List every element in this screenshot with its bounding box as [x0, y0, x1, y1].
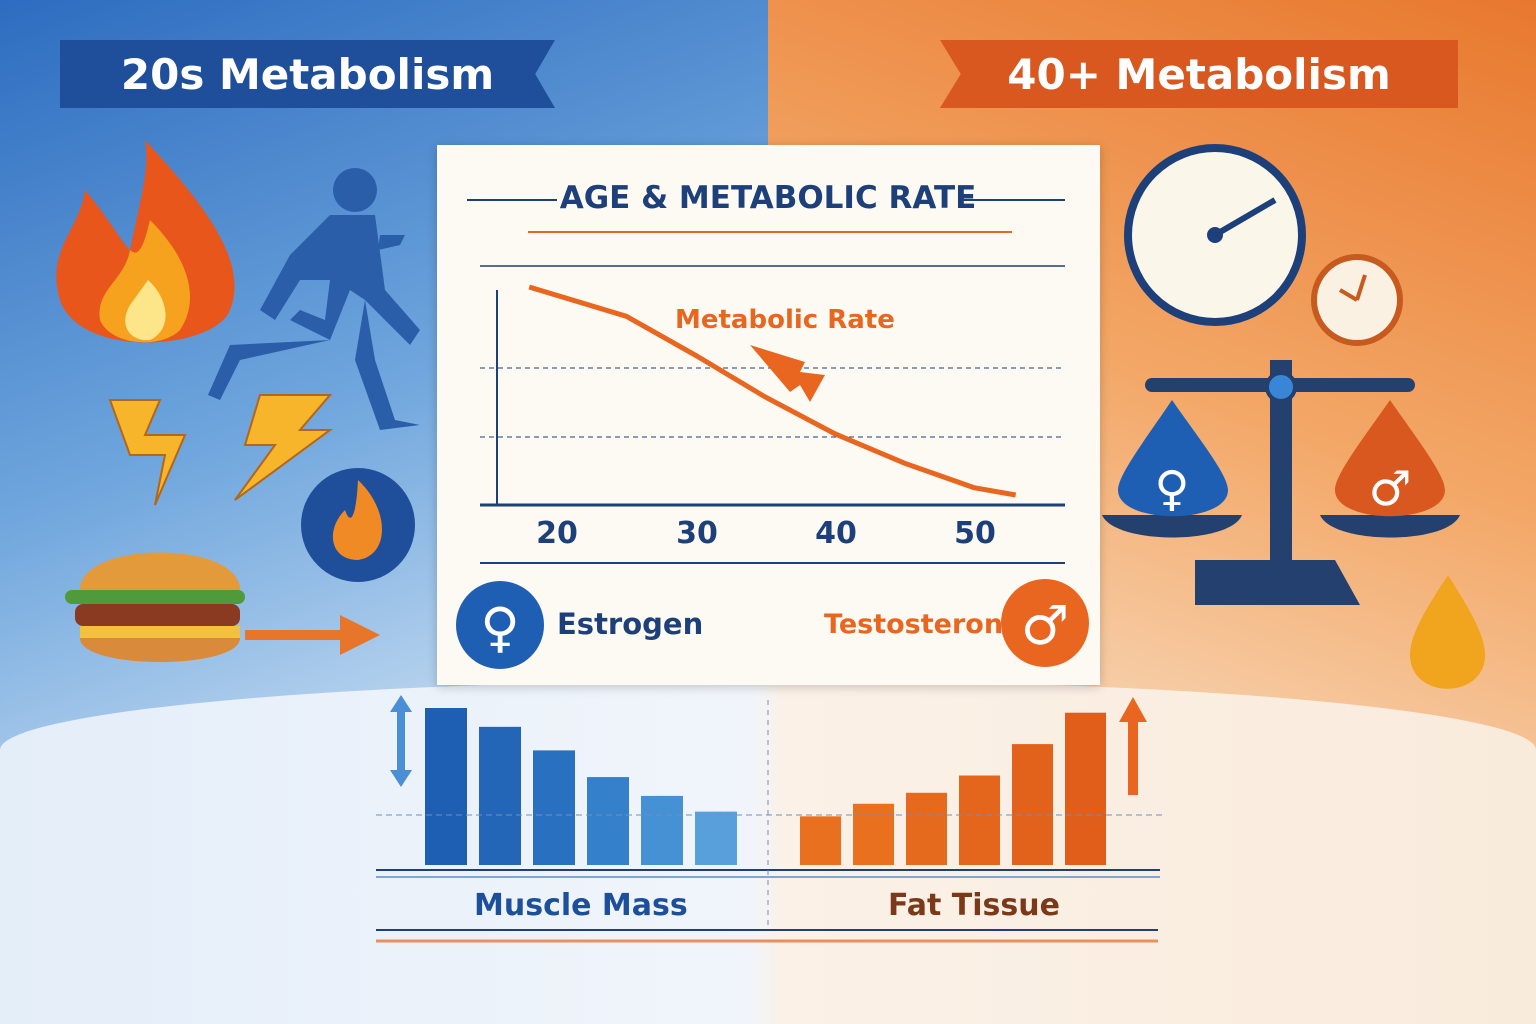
testosterone-icon	[1001, 579, 1089, 667]
muscle-mass-bar	[479, 726, 521, 865]
svg-text:♀: ♀	[1154, 461, 1189, 517]
chart-card	[437, 145, 1100, 685]
fire-badge-icon	[301, 468, 415, 582]
lightning-icon	[108, 394, 334, 506]
female-drop-icon	[1118, 400, 1228, 517]
x-tick: 30	[676, 516, 718, 551]
svg-text:♂: ♂	[1021, 594, 1069, 657]
x-tick: 50	[954, 516, 996, 551]
fat-tissue-bar	[959, 775, 1000, 865]
curve-label: Metabolic Rate	[675, 305, 895, 335]
chart-title: AGE & METABOLIC RATE	[559, 180, 977, 216]
fat-tissue-bar	[1065, 712, 1106, 865]
fat-tissue-label: Fat Tissue	[888, 888, 1060, 923]
fat-tissue-bar	[1012, 744, 1053, 865]
male-drop-icon	[1335, 400, 1445, 517]
runner-icon	[208, 168, 420, 430]
small-clock-icon	[1311, 254, 1403, 346]
x-tick: 40	[815, 516, 857, 551]
fat-tissue-bar	[906, 792, 947, 865]
muscle-mass-bar	[695, 811, 737, 865]
down-arrow-icon	[750, 345, 825, 402]
clock-icon	[1124, 144, 1306, 326]
muscle-mass-label: Muscle Mass	[474, 888, 688, 923]
fat-tissue-bar	[853, 803, 894, 865]
muscle-mass-bar	[533, 750, 575, 865]
flame-icon	[56, 140, 235, 343]
scale-icon: ♀ ♂	[1102, 360, 1460, 605]
muscle-mass-bar	[587, 777, 629, 865]
up-down-arrow-icon	[390, 695, 412, 787]
metabolic-rate-line	[528, 284, 1017, 498]
burger-icon	[65, 552, 245, 662]
fat-tissue-bar	[800, 816, 841, 865]
svg-text:♂: ♂	[1368, 461, 1411, 517]
testosterone-label: Testosterone	[824, 609, 1022, 640]
muscle-mass-bar	[641, 795, 683, 865]
banner-40plus: 40+ Metabolism	[940, 40, 1458, 108]
muscle-mass-bar	[425, 708, 467, 865]
drop-icon	[1410, 575, 1485, 689]
estrogen-icon	[456, 581, 544, 669]
banner-20s: 20s Metabolism	[60, 40, 555, 108]
up-arrow-icon	[1119, 697, 1147, 795]
svg-text:♀: ♀	[480, 596, 520, 659]
x-tick: 20	[536, 516, 578, 551]
estrogen-label: Estrogen	[557, 607, 704, 641]
arrow-icon	[245, 615, 380, 655]
